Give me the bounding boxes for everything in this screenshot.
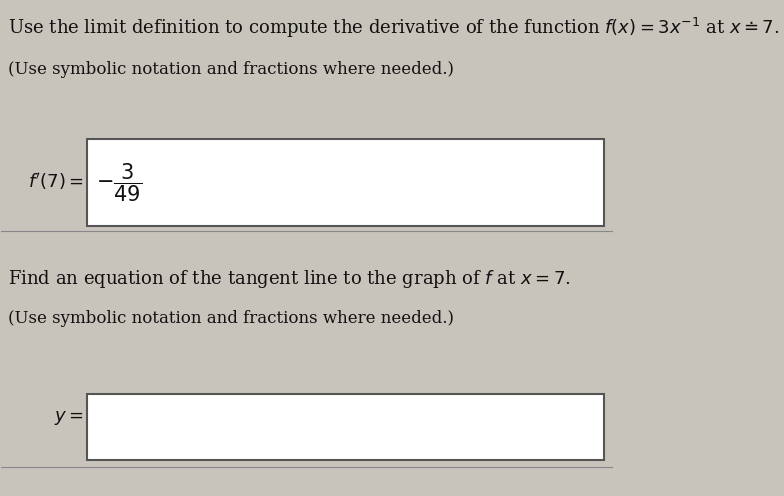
Text: (Use symbolic notation and fractions where needed.): (Use symbolic notation and fractions whe… <box>8 61 453 77</box>
Text: $y =$: $y =$ <box>54 409 84 427</box>
Text: Find an equation of the tangent line to the graph of $f$ at $x = 7$.: Find an equation of the tangent line to … <box>8 268 571 290</box>
Text: (Use symbolic notation and fractions where needed.): (Use symbolic notation and fractions whe… <box>8 310 453 327</box>
Text: $-\dfrac{3}{49}$: $-\dfrac{3}{49}$ <box>96 161 142 204</box>
FancyBboxPatch shape <box>87 393 604 460</box>
Text: $f'(7) =$: $f'(7) =$ <box>28 171 84 192</box>
Text: Use the limit definition to compute the derivative of the function $f(x) = 3x^{-: Use the limit definition to compute the … <box>8 16 779 40</box>
FancyBboxPatch shape <box>87 139 604 226</box>
